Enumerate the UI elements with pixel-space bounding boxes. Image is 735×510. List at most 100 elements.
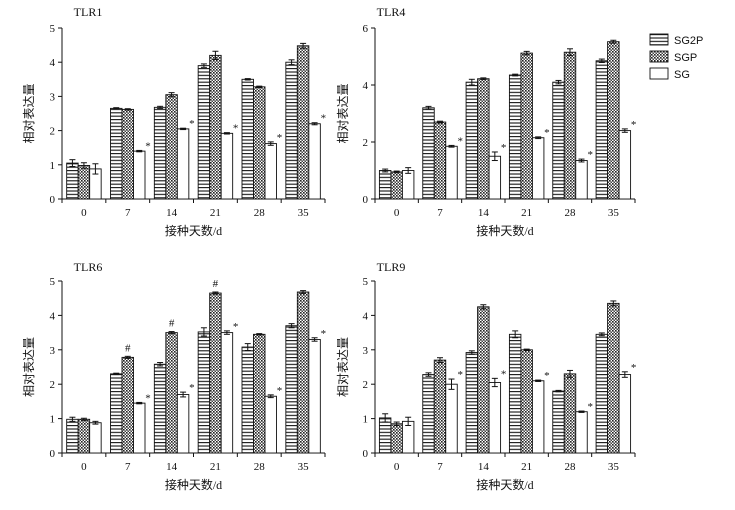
bar-sgp bbox=[121, 108, 134, 200]
x-tick-label: 14 bbox=[478, 461, 490, 473]
bar-sg2p bbox=[285, 61, 298, 200]
legend-swatch-sg2p bbox=[649, 33, 669, 46]
bar-sg2p bbox=[285, 325, 298, 454]
bar-sg2p bbox=[153, 106, 167, 200]
bar-sg bbox=[220, 332, 234, 454]
x-tick-label: 0 bbox=[394, 461, 400, 473]
bar-sgp bbox=[121, 356, 134, 454]
bar-sg2p bbox=[595, 60, 609, 200]
bar-sgp bbox=[477, 78, 490, 200]
significance-star: * bbox=[501, 142, 507, 154]
bar-sgp bbox=[433, 359, 447, 454]
bar-sg2p bbox=[422, 374, 435, 454]
y-tick-label: 4 bbox=[363, 310, 369, 322]
bar-sgp bbox=[296, 291, 310, 454]
significance-star: * bbox=[544, 127, 550, 139]
y-axis-title: 相对表达量 bbox=[22, 337, 36, 397]
bar-sg2p bbox=[595, 333, 609, 454]
bar-sgp bbox=[477, 306, 490, 454]
y-tick-label: 3 bbox=[50, 345, 56, 357]
panel-title: TLR6 bbox=[74, 260, 103, 274]
x-tick-label: 28 bbox=[254, 207, 266, 219]
x-tick-label: 21 bbox=[210, 207, 221, 219]
significance-star: * bbox=[145, 140, 151, 152]
bar-sgp bbox=[390, 171, 403, 200]
x-tick-label: 14 bbox=[166, 461, 178, 473]
bar-sg bbox=[89, 422, 102, 454]
panel-tlr4: TLR4 0 2 4 6 0 7 14 21 28 35 接种天数/d 相对表达量 * * * * * bbox=[336, 5, 636, 238]
x-tick-label: 35 bbox=[608, 207, 620, 219]
bar-sg2p bbox=[241, 346, 254, 454]
significance-star: * bbox=[458, 135, 464, 147]
significance-hash: # bbox=[125, 342, 131, 354]
y-tick-label: 0 bbox=[363, 448, 369, 460]
x-tick-label: 21 bbox=[210, 461, 221, 473]
bar-sg2p bbox=[197, 331, 211, 454]
significance-star: * bbox=[631, 362, 637, 374]
y-tick-label: 5 bbox=[50, 23, 56, 35]
x-tick-label: 0 bbox=[394, 207, 400, 219]
panel-title: TLR4 bbox=[377, 5, 406, 19]
bar-sgp bbox=[296, 45, 310, 200]
bar-sgp bbox=[607, 41, 620, 200]
bar-sgp bbox=[253, 333, 266, 454]
bar-sgp bbox=[520, 52, 533, 200]
y-tick-label: 3 bbox=[50, 91, 56, 103]
significance-star: * bbox=[544, 370, 550, 382]
bar-sg bbox=[445, 145, 458, 200]
x-tick-label: 28 bbox=[254, 461, 266, 473]
bar-sgp bbox=[253, 86, 266, 200]
bar-sgp bbox=[390, 423, 403, 454]
y-tick-label: 2 bbox=[363, 379, 369, 391]
bar-sgp bbox=[209, 292, 222, 454]
bar-sg2p bbox=[422, 107, 435, 200]
significance-star: * bbox=[189, 118, 195, 130]
x-tick-label: 21 bbox=[521, 207, 532, 219]
bar-sgp bbox=[209, 54, 222, 200]
y-axis-title: 相对表达量 bbox=[336, 337, 350, 397]
panel-tlr9: TLR9 0 1 2 3 4 5 0 7 14 21 28 35 接种天数/d 相对表达量 * * * * * bbox=[336, 260, 636, 492]
bar-sg bbox=[575, 160, 588, 200]
bar-sg bbox=[531, 380, 545, 454]
y-tick-label: 6 bbox=[363, 23, 369, 35]
bar-sgp bbox=[77, 165, 91, 200]
bar-sg2p bbox=[197, 65, 211, 200]
y-axis-title: 相对表达量 bbox=[22, 83, 36, 143]
bar-sg2p bbox=[378, 417, 392, 454]
panel-title: TLR1 bbox=[74, 5, 103, 19]
x-tick-label: 14 bbox=[478, 207, 490, 219]
x-tick-label: 7 bbox=[125, 207, 131, 219]
significance-star: * bbox=[189, 382, 195, 394]
y-tick-label: 5 bbox=[50, 276, 56, 288]
significance-star: * bbox=[277, 132, 283, 144]
x-axis-title: 接种天数/d bbox=[476, 223, 533, 238]
legend: SG2P SGP SG bbox=[649, 33, 703, 81]
bar-sg bbox=[445, 383, 458, 454]
y-tick-label: 0 bbox=[363, 194, 369, 206]
y-tick-label: 0 bbox=[50, 194, 56, 206]
significance-star: * bbox=[321, 113, 327, 125]
bar-sg bbox=[264, 395, 277, 454]
legend-label-sgp: SGP bbox=[674, 52, 697, 64]
legend-swatch-sgp bbox=[649, 50, 669, 63]
bar-sg2p bbox=[66, 418, 79, 454]
bar-sg bbox=[401, 420, 415, 454]
bar-sg bbox=[618, 374, 632, 454]
bar-sg2p bbox=[66, 162, 79, 200]
y-tick-label: 0 bbox=[50, 448, 56, 460]
x-tick-label: 35 bbox=[298, 207, 310, 219]
bar-sg bbox=[133, 402, 146, 454]
bar-sgp bbox=[77, 418, 91, 454]
bar-sg2p bbox=[508, 74, 522, 200]
bar-sgp bbox=[520, 349, 533, 454]
significance-star: * bbox=[233, 123, 239, 135]
legend-swatch-sg bbox=[649, 67, 669, 80]
x-tick-label: 0 bbox=[81, 461, 87, 473]
bar-sg2p bbox=[552, 81, 565, 200]
significance-star: * bbox=[458, 369, 464, 381]
bar-sgp bbox=[165, 332, 178, 454]
bar-sg2p bbox=[378, 170, 392, 200]
y-tick-label: 2 bbox=[50, 379, 56, 391]
bar-sg2p bbox=[552, 390, 565, 454]
